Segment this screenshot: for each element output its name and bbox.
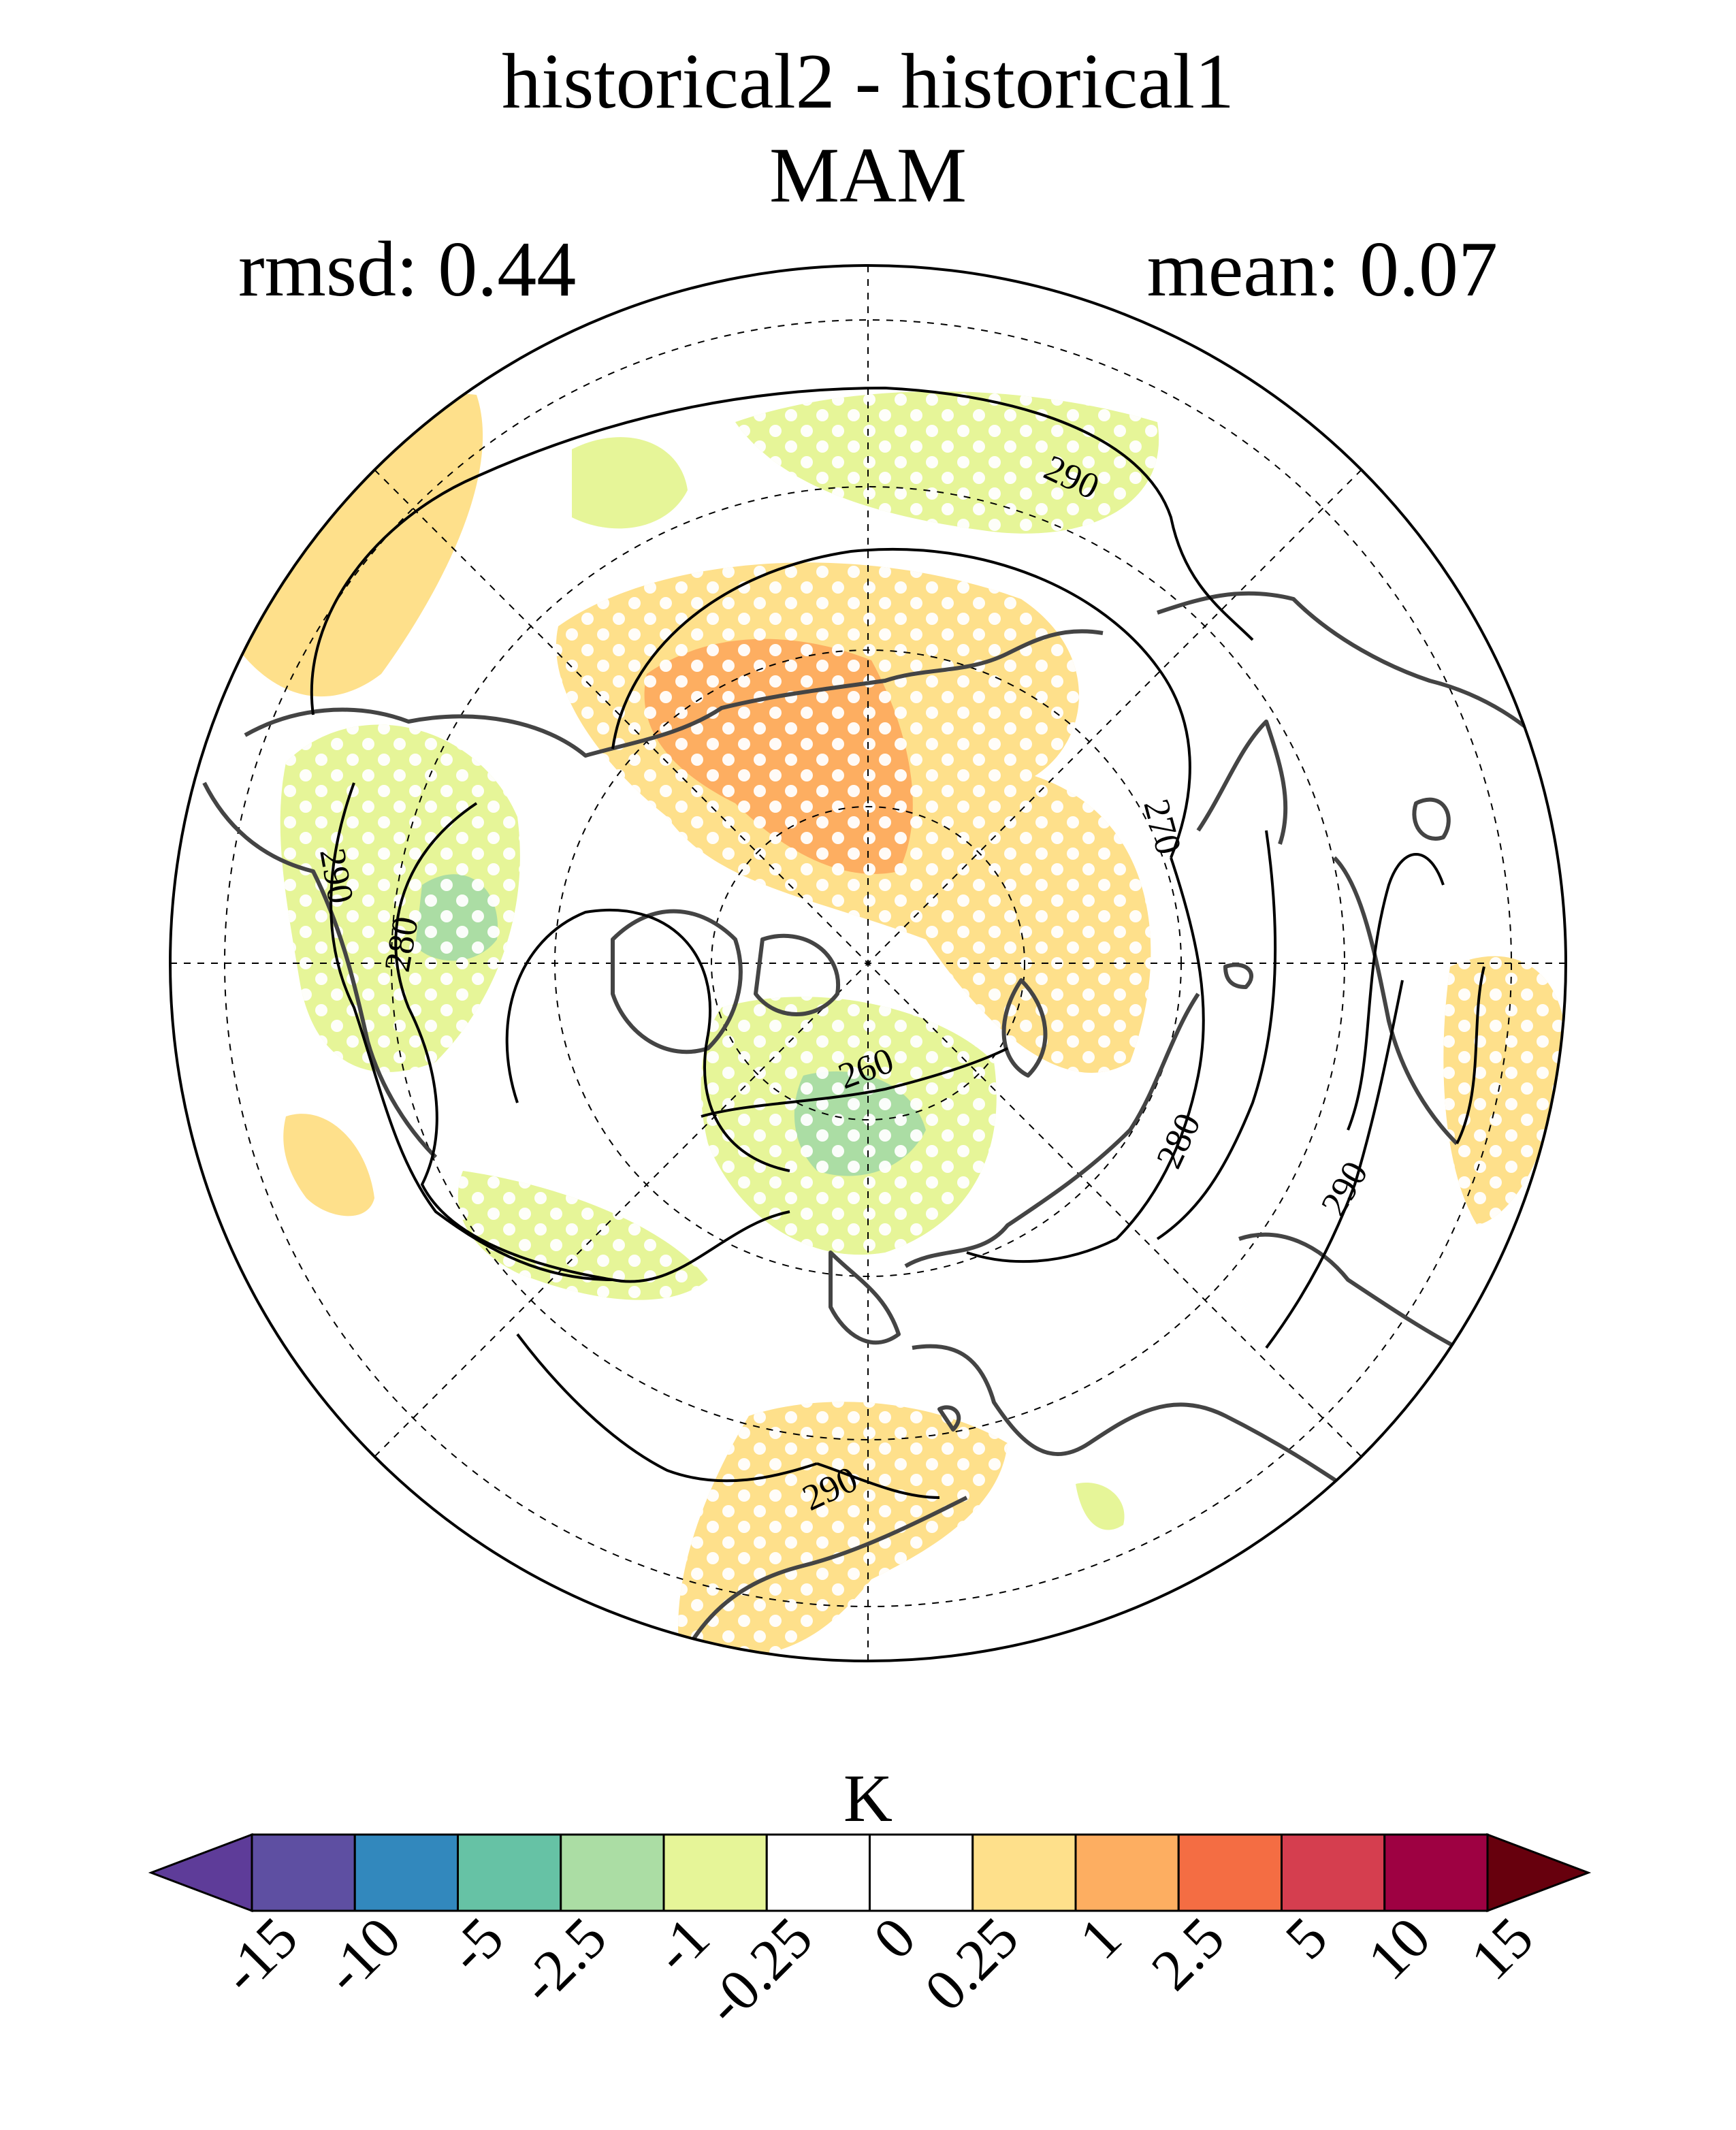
colorbar-cell — [353, 1833, 459, 1912]
colorbar-tick-label: -0.25 — [692, 1905, 825, 2037]
colorbar-cell — [1074, 1833, 1180, 1912]
colorbar-cell — [765, 1833, 871, 1912]
colorbar-cell — [560, 1833, 665, 1912]
coastlines — [202, 591, 1566, 1661]
map-title: historical2 - historical1 — [502, 38, 1234, 125]
warm-anomaly-region — [204, 393, 483, 697]
colorbar-cell — [1281, 1833, 1386, 1912]
colorbar-cell — [457, 1833, 562, 1912]
map-boundary — [169, 264, 1567, 1662]
climatology-contours — [310, 386, 1485, 1499]
colorbar-tick-label: 0 — [861, 1905, 927, 1971]
colorbar-tick-label: -5 — [435, 1905, 516, 1986]
contour-label: 280 — [376, 914, 426, 975]
colorbar-tick-label: 2.5 — [1139, 1905, 1237, 2003]
colorbar-cell — [1177, 1833, 1283, 1912]
colorbar-unit-label: K — [843, 1760, 893, 1836]
season-label: MAM — [769, 132, 967, 219]
colorbar-cell — [971, 1833, 1077, 1912]
colorbar-extend-low — [148, 1833, 253, 1913]
contour-label: 290 — [312, 845, 361, 907]
colorbar-cell — [869, 1833, 974, 1912]
colorbar-tick-label: 5 — [1272, 1905, 1339, 1971]
colorbar-cell — [251, 1833, 356, 1912]
cool-anomaly-region — [1076, 1483, 1125, 1530]
warm-anomaly-region — [283, 1114, 374, 1216]
colorbar-tick-label: 0.25 — [912, 1905, 1031, 2023]
significance-stippling — [280, 391, 1566, 1661]
graticule — [170, 265, 1566, 1661]
colorbar-cell — [662, 1833, 768, 1912]
colorbar-tick-label: 15 — [1458, 1905, 1546, 1992]
colorbar-tick-label: -15 — [208, 1905, 310, 2006]
colorbar-tick-label: -10 — [312, 1905, 413, 2006]
colorbar-tick-label: -2.5 — [507, 1905, 619, 2016]
colorbar-cell — [1383, 1833, 1489, 1912]
rmsd-label: rmsd: 0.44 — [238, 226, 577, 313]
colorbar-extend-high — [1486, 1833, 1592, 1913]
cool-anomaly-region — [572, 437, 688, 529]
mean-label: mean: 0.07 — [1146, 226, 1498, 313]
colorbar-tick-label: 1 — [1067, 1905, 1134, 1971]
colorbar-tick-label: 10 — [1355, 1905, 1443, 1992]
